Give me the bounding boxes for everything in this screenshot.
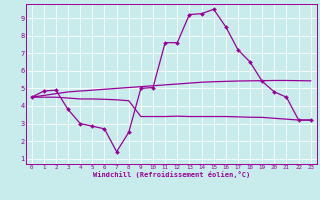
X-axis label: Windchill (Refroidissement éolien,°C): Windchill (Refroidissement éolien,°C) [92, 171, 250, 178]
